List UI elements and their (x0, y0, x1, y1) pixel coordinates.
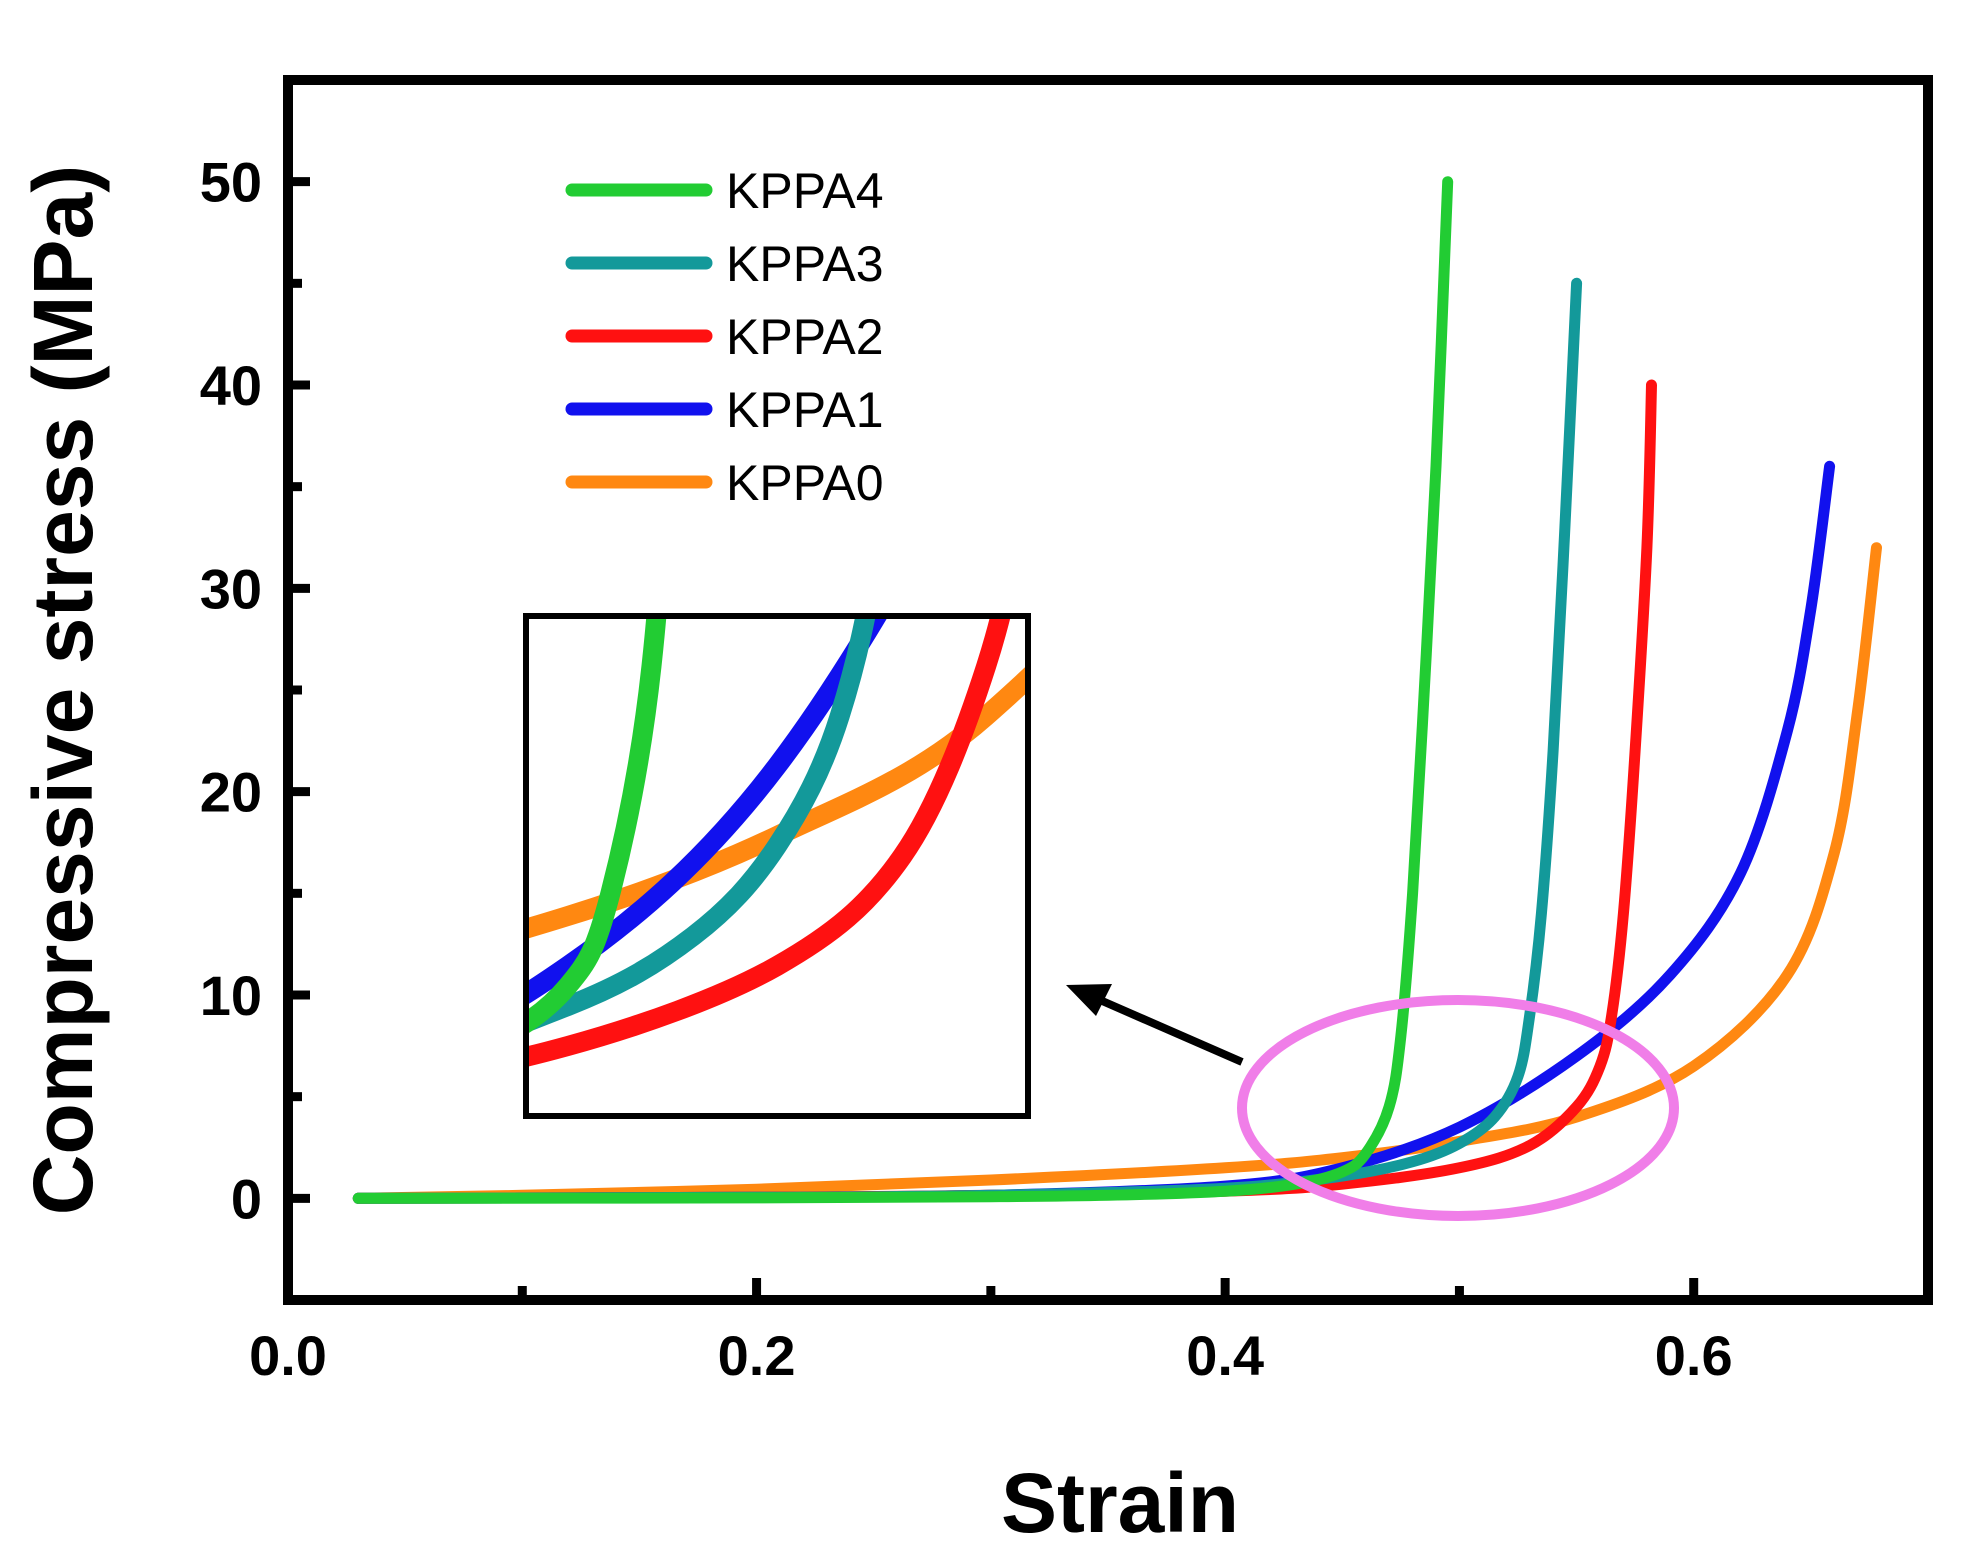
legend: KPPA4 KPPA3 KPPA2 KPPA1 KPPA0 (565, 163, 884, 511)
x-tick-label: 0.4 (1186, 1324, 1264, 1387)
zoom-arrow-shaft (1098, 996, 1244, 1066)
y-tick-label: 30 (200, 557, 262, 620)
series-line-kppa4 (352, 176, 1454, 1204)
legend-label-kppa4: KPPA4 (726, 163, 884, 219)
legend-label-kppa1: KPPA1 (726, 382, 884, 438)
inset-frame (523, 613, 1031, 1119)
plot-frame (283, 75, 1933, 1305)
y-tick-label: 50 (200, 151, 262, 214)
x-tick-label: 0.2 (718, 1324, 796, 1387)
highlight-ellipse (1237, 995, 1679, 1221)
legend-label-kppa2: KPPA2 (726, 309, 884, 365)
legend-label-kppa0: KPPA0 (726, 455, 884, 511)
legend-label-kppa3: KPPA3 (726, 236, 884, 292)
y-tick-label: 20 (200, 761, 262, 824)
x-tick-label: 0.6 (1655, 1324, 1733, 1387)
y-tick-label: 40 (200, 354, 262, 417)
x-tick-label: 0.0 (249, 1324, 327, 1387)
zoom-arrow-head (1066, 984, 1112, 1016)
inset-series-line-kppa0 (526, 664, 1028, 940)
y-tick-label: 10 (200, 964, 262, 1027)
x-axis-title: Strain (1001, 1456, 1239, 1550)
y-tick-label: 0 (231, 1167, 262, 1230)
y-axis-title: Compressive stress (MPa) (16, 165, 110, 1215)
